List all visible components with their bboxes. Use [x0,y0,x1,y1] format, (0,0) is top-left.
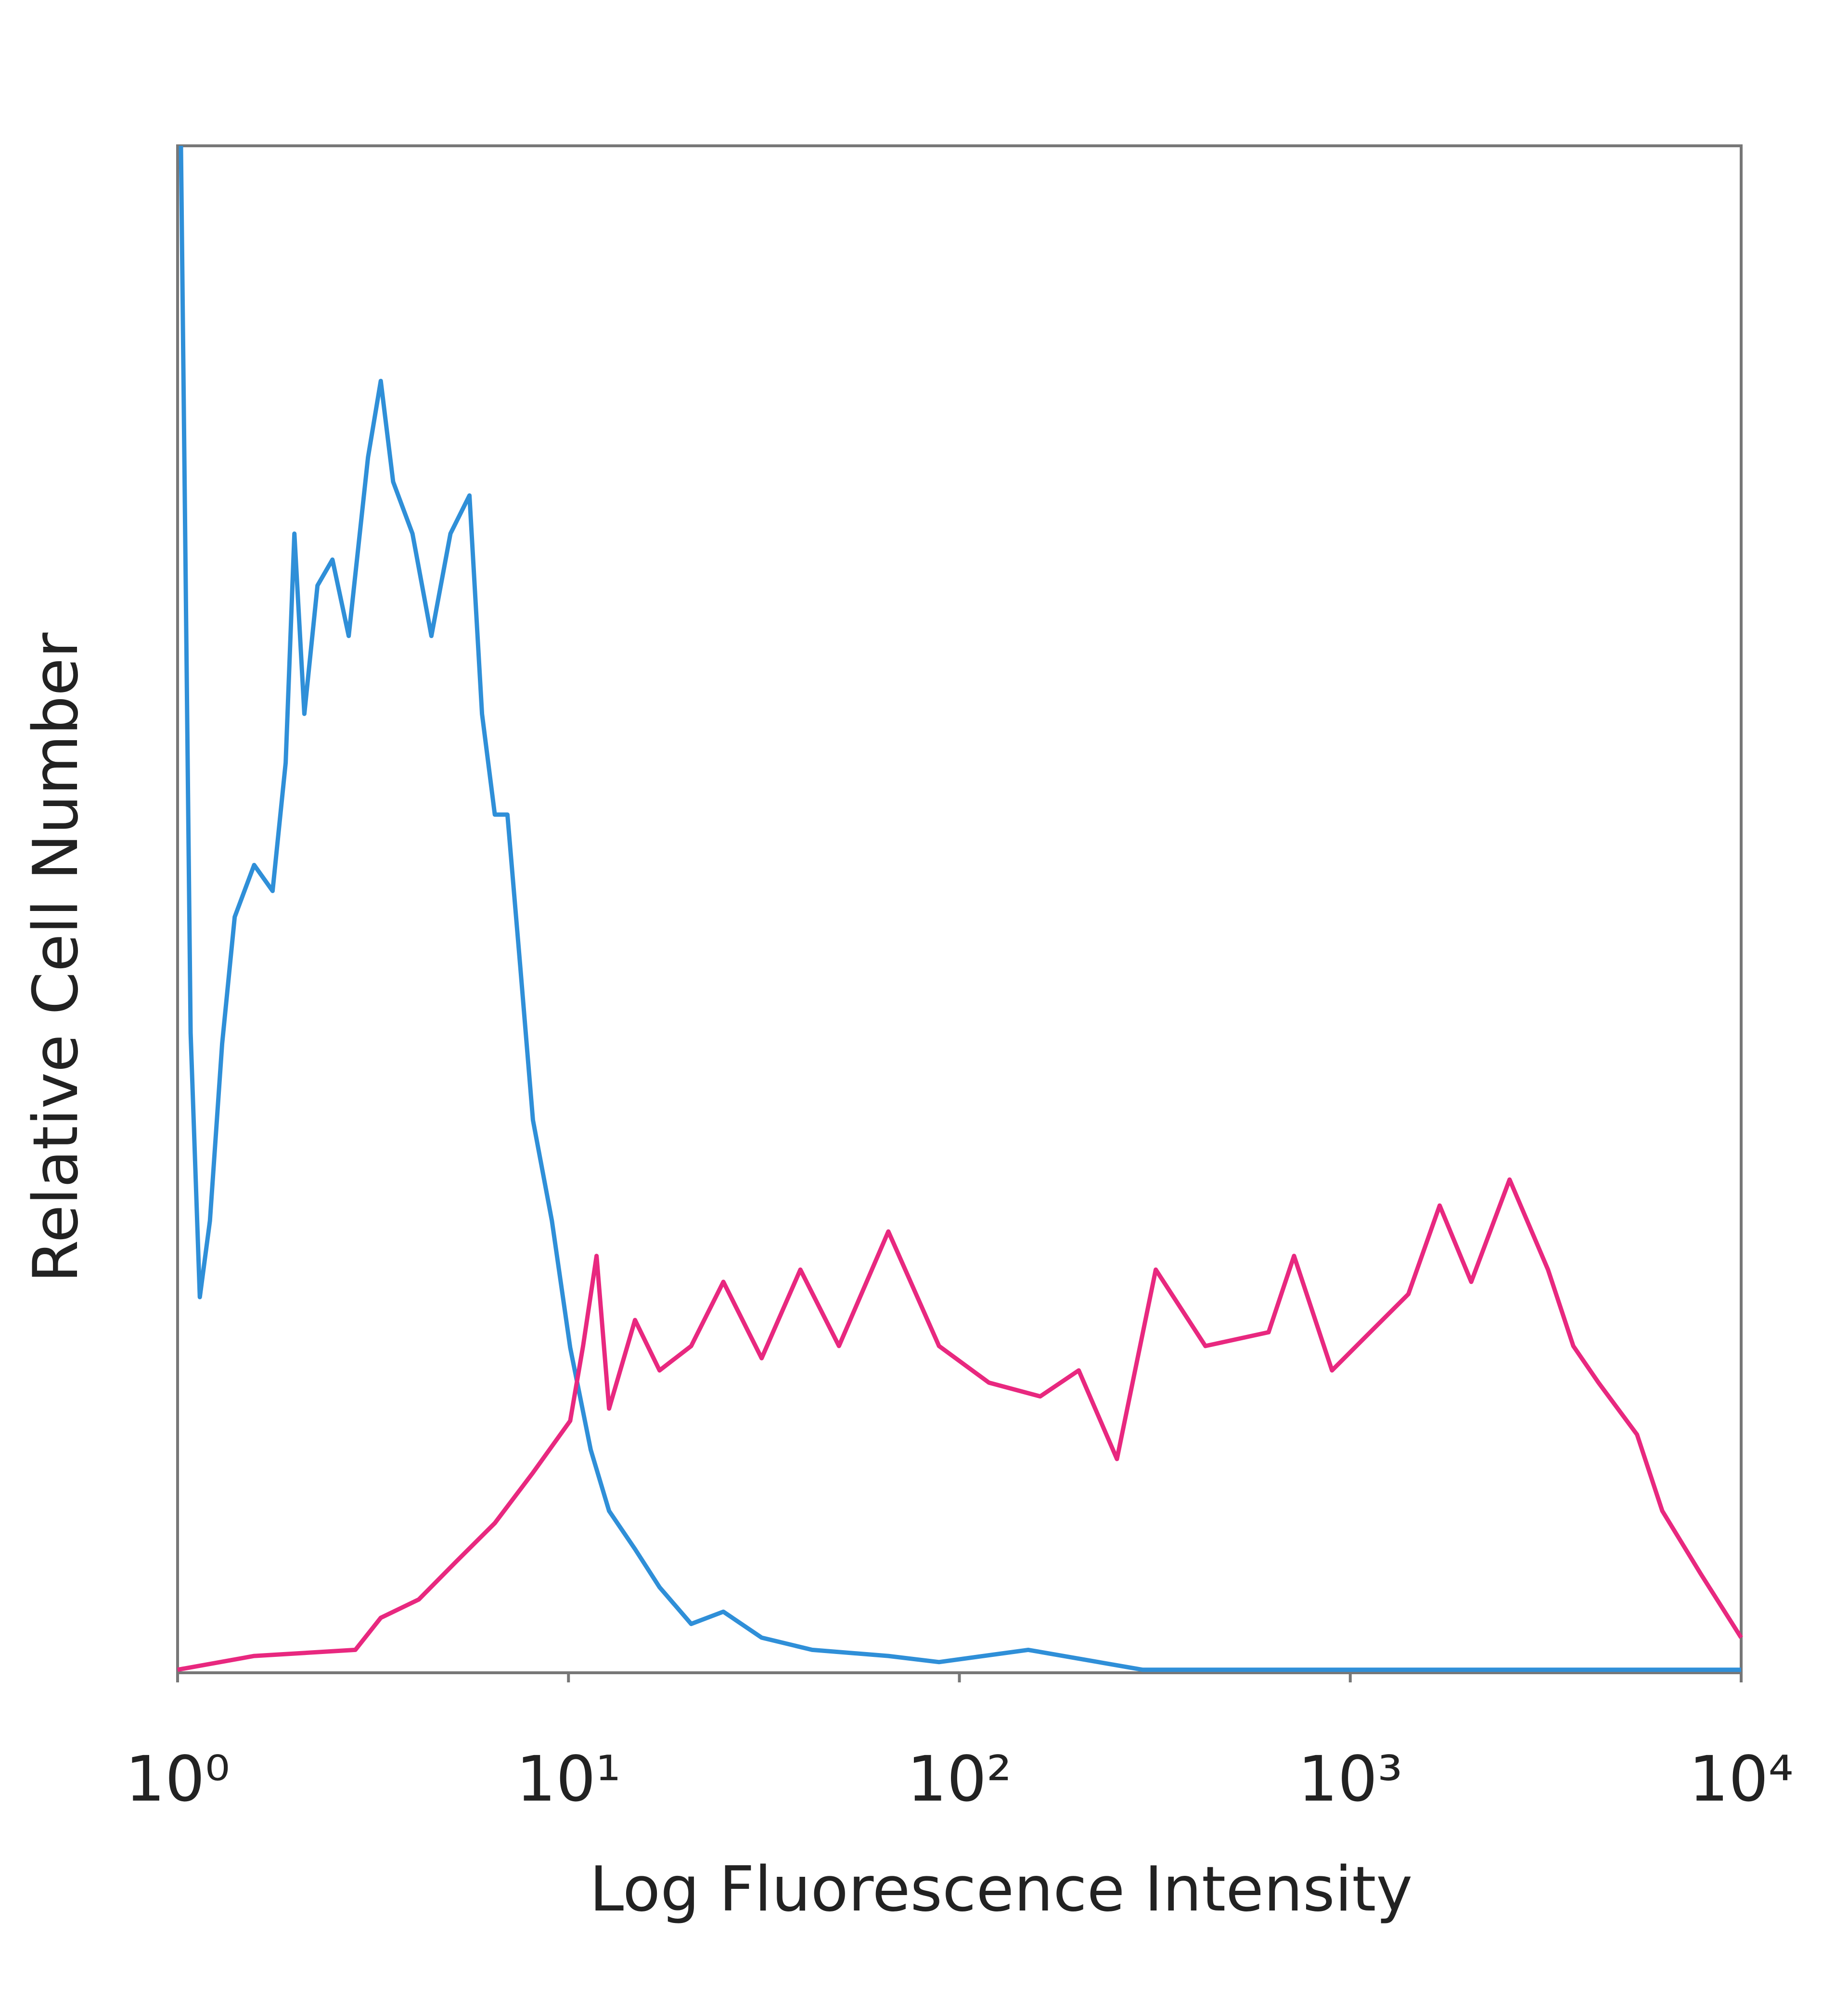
x-tick-label: 10² [907,1743,1012,1816]
x-axis-label: Log Fluorescence Intensity [590,1854,1412,1925]
y-axis-label: Relative Cell Number [20,632,92,1282]
histogram-line [177,1177,1743,1672]
x-tick-label: 10⁰ [125,1743,230,1816]
histogram-line [179,145,1741,1672]
x-tick-label: 10⁴ [1689,1743,1794,1816]
plot-frame [176,144,1743,1674]
x-tick-label: 10¹ [516,1743,621,1816]
x-tick-label: 10³ [1298,1743,1403,1816]
